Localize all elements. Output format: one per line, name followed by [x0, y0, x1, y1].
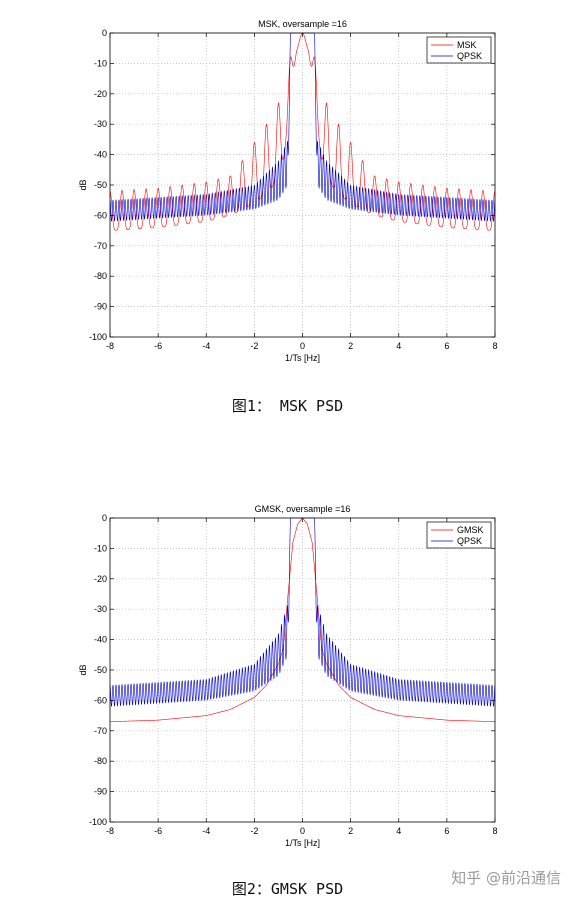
tick-label-y: -60	[94, 695, 107, 705]
tick-label-y: 0	[102, 513, 107, 523]
y-axis-label: dB	[78, 179, 88, 190]
tick-label-x: -4	[202, 826, 210, 836]
tick-label-x: -2	[250, 826, 258, 836]
tick-label-y: -30	[94, 119, 107, 129]
tick-label-y: -70	[94, 726, 107, 736]
tick-label-y: -70	[94, 241, 107, 251]
gmsk-psd-chart: -8 -6 -4 -2 0 2 4 6 80-10-20-30-40-50-60-70-80-9…	[78, 504, 498, 848]
figure1-caption: 图1： MSK PSD	[231, 397, 344, 415]
tick-label-x: -8	[106, 826, 114, 836]
tick-label-x: 8	[492, 341, 497, 351]
figure2-caption: 图2：GMSK PSD	[231, 880, 344, 898]
tick-label-y: -50	[94, 180, 107, 190]
tick-label-y: -40	[94, 150, 107, 160]
legend-box	[426, 521, 492, 549]
legend-label-msk: MSK	[457, 40, 477, 50]
y-axis-label: dB	[78, 664, 88, 675]
legend-box	[426, 36, 492, 64]
tick-label-y: -90	[94, 302, 107, 312]
tick-label-x: 4	[396, 341, 401, 351]
tick-label-x: 6	[444, 341, 449, 351]
legend-label-qpsk: QPSK	[457, 536, 482, 546]
tick-label-x: 2	[348, 826, 353, 836]
watermark: 知乎 @前沿通信	[451, 869, 561, 887]
tick-label-x: -2	[250, 341, 258, 351]
tick-label-y: -90	[94, 787, 107, 797]
tick-label-y: -40	[94, 635, 107, 645]
tick-label-x: 0	[300, 826, 305, 836]
chart-title: GMSK, oversample =16	[255, 504, 351, 514]
tick-label-y: -20	[94, 89, 107, 99]
tick-label-x: 4	[396, 826, 401, 836]
tick-label-y: -80	[94, 756, 107, 766]
legend-label-qpsk: QPSK	[457, 51, 482, 61]
tick-label-y: -50	[94, 665, 107, 675]
tick-label-y: -60	[94, 210, 107, 220]
tick-label-y: -80	[94, 271, 107, 281]
tick-label-x: 8	[492, 826, 497, 836]
tick-label-y: -100	[89, 817, 107, 827]
tick-label-x: -6	[154, 826, 162, 836]
legend-label-gmsk: GMSK	[457, 525, 484, 535]
tick-label-x: 0	[300, 341, 305, 351]
tick-label-y: -10	[94, 543, 107, 553]
tick-label-y: -30	[94, 604, 107, 614]
chart-title: MSK, oversample =16	[258, 19, 347, 29]
tick-label-x: 6	[444, 826, 449, 836]
tick-label-y: 0	[102, 28, 107, 38]
tick-label-x: -4	[202, 341, 210, 351]
tick-label-x: -8	[106, 341, 114, 351]
tick-label-y: -10	[94, 58, 107, 68]
tick-label-x: -6	[154, 341, 162, 351]
x-axis-label: 1/Ts [Hz]	[285, 353, 320, 363]
tick-label-x: 2	[348, 341, 353, 351]
x-axis-label: 1/Ts [Hz]	[285, 838, 320, 848]
tick-label-y: -100	[89, 332, 107, 342]
msk-psd-chart: -8 -6 -4 -2 0 2 4 6 80-10-20-30-40-50-60-70-80-9…	[78, 19, 498, 363]
tick-label-y: -20	[94, 574, 107, 584]
